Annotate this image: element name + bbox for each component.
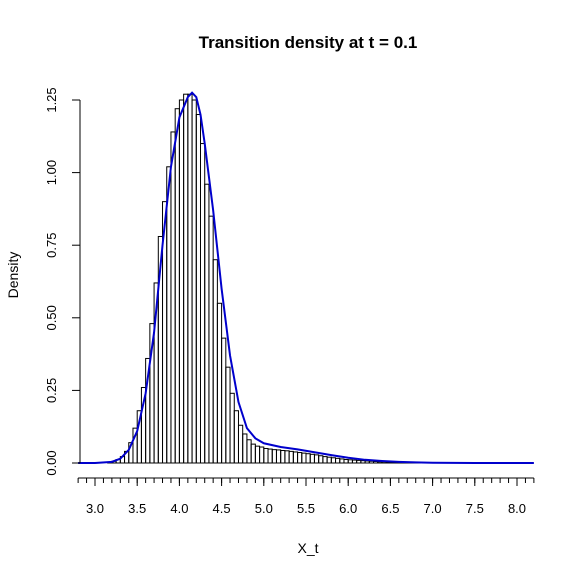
- y-tick-label: 1.00: [44, 160, 59, 185]
- histogram-bar: [243, 434, 247, 463]
- histogram-bar: [230, 393, 234, 463]
- histogram-bar: [234, 411, 238, 463]
- histogram-bar: [226, 367, 230, 463]
- histogram-bar: [327, 457, 331, 463]
- x-tick-label: 3.0: [86, 501, 104, 516]
- x-tick-label: 3.5: [128, 501, 146, 516]
- histogram-bar: [171, 132, 175, 463]
- histogram-bar: [217, 303, 221, 463]
- x-tick-label: 8.0: [508, 501, 526, 516]
- histogram-bar: [260, 447, 264, 463]
- histogram-bar: [331, 458, 335, 463]
- histogram-bar: [293, 452, 297, 463]
- histogram-bar: [179, 100, 183, 463]
- x-axis-label: X_t: [297, 540, 318, 556]
- histogram-bar: [365, 461, 369, 463]
- histogram-bar: [302, 453, 306, 463]
- histogram-bar: [319, 456, 323, 463]
- histogram-bar: [336, 458, 340, 463]
- histogram-bar: [251, 444, 255, 463]
- histogram-bar: [276, 450, 280, 463]
- histogram-bar: [306, 454, 310, 463]
- y-tick-label: 0.50: [44, 305, 59, 330]
- histogram-bar: [289, 451, 293, 463]
- y-tick-label: 0.25: [44, 378, 59, 403]
- histogram-bar: [222, 338, 226, 463]
- histogram-bar: [272, 450, 276, 463]
- histogram-bar: [264, 448, 268, 463]
- y-tick-label: 0.75: [44, 233, 59, 258]
- histogram-bar: [340, 459, 344, 463]
- histogram-bar: [357, 460, 361, 463]
- histogram-bar: [369, 461, 373, 463]
- x-tick-label: 5.0: [255, 501, 273, 516]
- histogram-bars: [108, 94, 441, 463]
- histogram-bar: [167, 167, 171, 463]
- y-tick-label: 0.00: [44, 450, 59, 475]
- histogram-bar: [281, 451, 285, 463]
- histogram-bar: [361, 461, 365, 463]
- histogram-bar: [344, 460, 348, 463]
- histogram-bar: [348, 460, 352, 463]
- x-tick-label: 7.5: [466, 501, 484, 516]
- histogram-bar: [268, 449, 272, 463]
- y-tick-label: 1.25: [44, 87, 59, 112]
- histogram-bar: [205, 184, 209, 463]
- histogram-bar: [255, 446, 259, 463]
- histogram-bar: [196, 115, 200, 463]
- histogram-bar: [378, 462, 382, 463]
- histogram-bar: [298, 453, 302, 463]
- x-tick-label: 6.0: [339, 501, 357, 516]
- histogram-bar: [323, 457, 327, 463]
- x-tick-label: 6.5: [381, 501, 399, 516]
- x-tick-label: 4.0: [170, 501, 188, 516]
- histogram-bar: [201, 144, 205, 463]
- density-curve: [78, 93, 534, 463]
- chart-title: Transition density at t = 0.1: [199, 33, 418, 52]
- x-tick-label: 4.5: [213, 501, 231, 516]
- histogram-bar: [352, 460, 356, 463]
- x-tick-label: 7.0: [424, 501, 442, 516]
- histogram-bar: [209, 216, 213, 463]
- x-axis: 3.0 3.5 4.0 4.5 5.0 5.5 6.0 6.5 7.0 7.5 8.0: [78, 478, 534, 516]
- histogram-bar: [247, 440, 251, 463]
- histogram-bar: [314, 455, 318, 463]
- histogram-bar: [310, 454, 314, 463]
- histogram-bar: [175, 109, 179, 463]
- histogram-bar: [213, 260, 217, 463]
- histogram-bar: [192, 100, 196, 463]
- histogram-bar: [238, 425, 242, 463]
- y-axis: 0.00 0.25 0.50 0.75 1.00 1.25: [44, 87, 80, 475]
- y-axis-label: Density: [5, 252, 21, 299]
- histogram-bar: [184, 94, 188, 463]
- histogram-bar: [374, 462, 378, 463]
- histogram-bar: [285, 451, 289, 463]
- histogram-bar: [188, 94, 192, 463]
- x-tick-label: 5.5: [297, 501, 315, 516]
